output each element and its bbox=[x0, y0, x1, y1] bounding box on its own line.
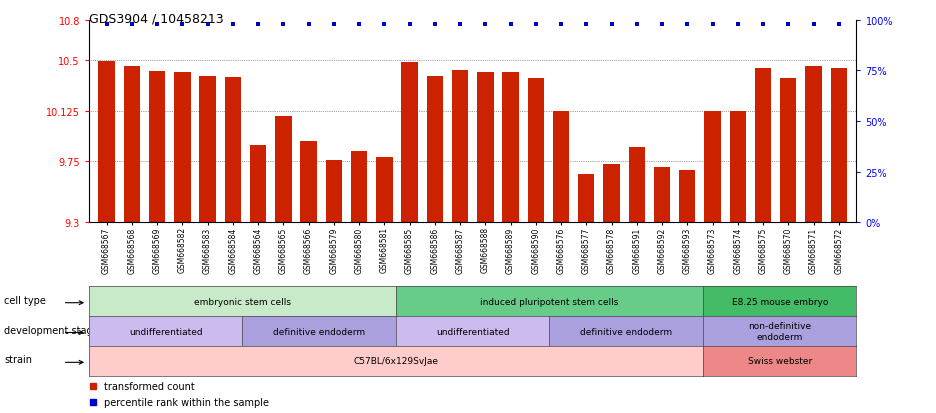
Bar bbox=[704, 112, 721, 223]
Bar bbox=[376, 158, 392, 223]
Text: development stage: development stage bbox=[5, 325, 99, 335]
Bar bbox=[124, 66, 140, 223]
Bar bbox=[351, 151, 367, 223]
Bar bbox=[629, 147, 645, 223]
Text: percentile rank within the sample: percentile rank within the sample bbox=[104, 397, 269, 407]
Bar bbox=[149, 72, 166, 223]
Bar bbox=[199, 76, 216, 223]
Bar bbox=[729, 112, 746, 223]
Bar bbox=[300, 142, 316, 223]
Text: C57BL/6x129SvJae: C57BL/6x129SvJae bbox=[354, 356, 438, 366]
Bar bbox=[326, 161, 342, 223]
Bar bbox=[477, 73, 493, 223]
Text: non-definitive
endoderm: non-definitive endoderm bbox=[748, 322, 812, 341]
Text: embryonic stem cells: embryonic stem cells bbox=[194, 297, 291, 306]
Bar bbox=[680, 170, 695, 223]
Text: definitive endoderm: definitive endoderm bbox=[580, 327, 672, 336]
Text: definitive endoderm: definitive endoderm bbox=[273, 327, 365, 336]
Bar bbox=[830, 69, 847, 223]
Bar bbox=[275, 116, 291, 223]
Text: cell type: cell type bbox=[5, 295, 46, 305]
Bar bbox=[225, 78, 241, 223]
Bar bbox=[452, 71, 468, 223]
Text: transformed count: transformed count bbox=[104, 381, 195, 391]
Bar bbox=[174, 73, 191, 223]
Bar bbox=[553, 112, 569, 223]
Bar bbox=[402, 62, 417, 223]
Bar bbox=[754, 69, 771, 223]
Text: undifferentiated: undifferentiated bbox=[436, 327, 509, 336]
Bar bbox=[805, 66, 822, 223]
Text: E8.25 mouse embryo: E8.25 mouse embryo bbox=[732, 297, 827, 306]
Bar bbox=[654, 167, 670, 223]
Text: induced pluripotent stem cells: induced pluripotent stem cells bbox=[480, 297, 619, 306]
Text: Swiss webster: Swiss webster bbox=[748, 356, 812, 366]
Bar bbox=[503, 73, 519, 223]
Bar bbox=[578, 174, 594, 223]
Bar bbox=[250, 146, 266, 223]
Bar bbox=[528, 78, 544, 223]
Bar bbox=[427, 76, 443, 223]
Text: undifferentiated: undifferentiated bbox=[129, 327, 202, 336]
Bar bbox=[604, 165, 620, 223]
Text: strain: strain bbox=[5, 354, 33, 364]
Text: GDS3904 / 10458213: GDS3904 / 10458213 bbox=[89, 12, 224, 25]
Bar bbox=[98, 62, 115, 223]
Bar bbox=[780, 78, 797, 223]
